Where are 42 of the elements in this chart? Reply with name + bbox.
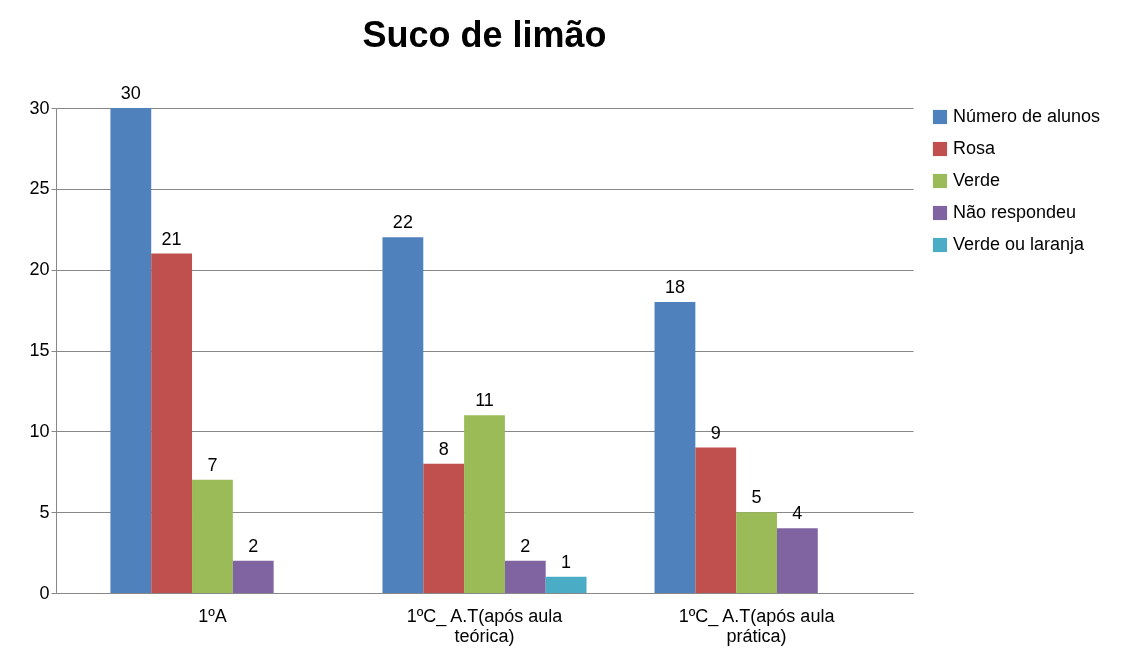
bar [695,447,737,593]
data-label: 18 [664,277,685,297]
legend-label: Número de alunos [953,106,1101,126]
bar [545,576,587,593]
bar [654,302,696,593]
bar [232,560,274,593]
bar [776,528,818,593]
legend-label: Rosa [953,138,997,158]
legend-label: Verde ou laranja [953,234,1086,254]
data-label: 8 [438,438,449,459]
y-tick-label: 30 [29,97,50,118]
bar [504,560,546,593]
bar [382,237,424,593]
bar [151,253,193,593]
y-tick-label: 15 [29,340,50,360]
y-tick-label: 0 [39,582,50,603]
legend-label: Não respondeu [953,202,1077,222]
data-label: 7 [207,454,218,475]
bar [192,479,233,593]
data-label: 4 [792,503,803,524]
y-tick-label: 10 [29,420,50,441]
y-tick-label: 25 [29,178,50,199]
bar [736,512,777,593]
x-tick-label: 1ºA [198,605,227,626]
data-label: 21 [161,228,182,249]
data-label: 11 [475,390,494,411]
bar [464,415,505,593]
data-label: 22 [392,212,413,233]
data-label: 2 [248,535,259,556]
data-label: 30 [120,83,141,103]
x-tick-label: 1ºC_ A.T(após aula teórica) [406,605,564,646]
bar [110,108,152,593]
x-tick-label: 1ºC_ A.T(após aula prática) [678,605,836,646]
data-label: 5 [751,487,762,508]
chart-title: Suco de limão [362,14,607,55]
legend-label: Verde [953,170,1001,190]
y-tick-label: 5 [39,501,50,522]
data-label: 2 [520,535,531,556]
y-tick-label: 20 [29,259,50,280]
bar [423,463,465,593]
data-label: 1 [561,551,572,572]
data-label: 9 [710,422,721,443]
